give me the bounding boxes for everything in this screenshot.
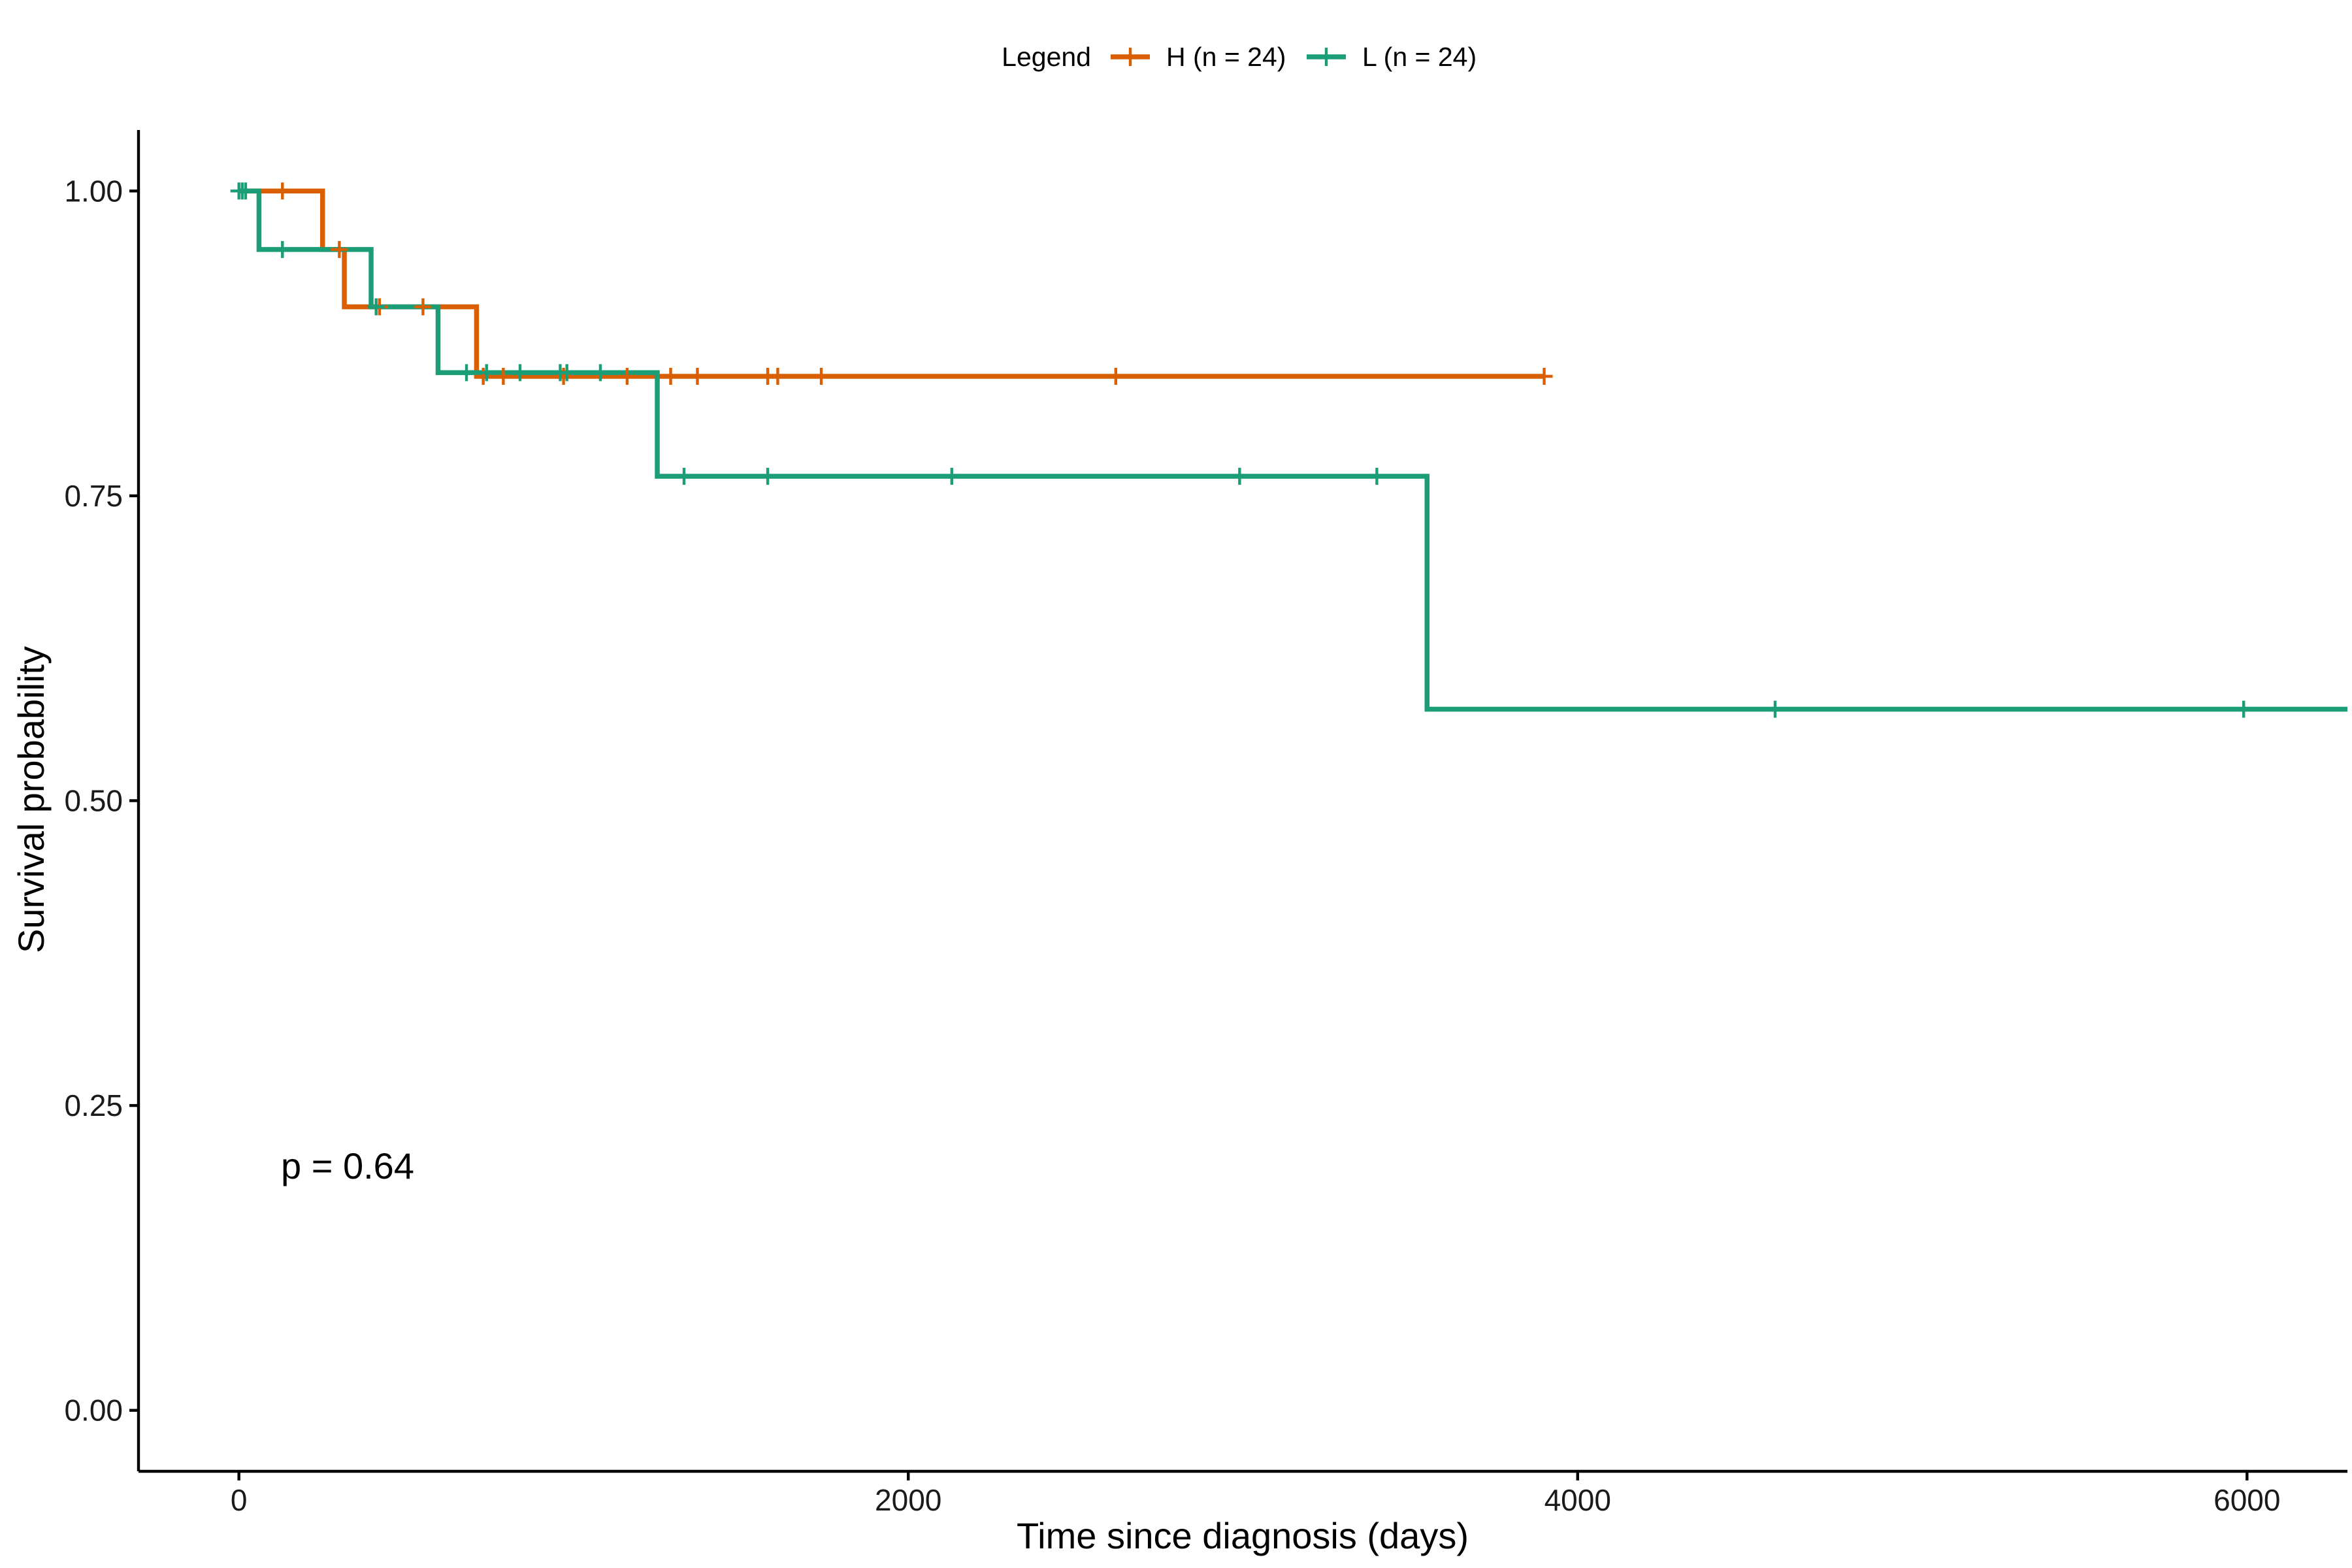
- y-axis-title: Survival probability: [10, 646, 52, 953]
- censor-mark: [478, 364, 495, 382]
- axes: 0.00 0.25 0.50 0.75 1.00 0 2000 4000 6000: [64, 130, 2347, 1517]
- survival-curve-l: [238, 188, 2347, 712]
- censor-mark: [414, 298, 432, 316]
- censor-mark: [237, 182, 254, 200]
- censor-mark: [274, 240, 291, 258]
- censor-mark: [943, 468, 960, 485]
- censor-mark: [558, 364, 576, 382]
- y-tick-label: 0.50: [64, 784, 123, 818]
- y-tick-label: 0.75: [64, 479, 123, 513]
- legend: Legend H (n = 24) L (n = 24): [1002, 42, 1477, 72]
- censor-mark: [662, 368, 679, 385]
- plot-area: [230, 182, 2347, 718]
- y-tick-label: 0.00: [64, 1394, 123, 1428]
- censor-mark: [1368, 468, 1386, 485]
- survival-curve-h: [238, 188, 1544, 379]
- legend-entry-label: H (n = 24): [1166, 42, 1286, 72]
- censor-mark: [495, 368, 512, 385]
- x-tick-label: 2000: [875, 1483, 941, 1517]
- y-tick-label: 1.00: [64, 174, 123, 208]
- censor-mark: [769, 368, 787, 385]
- censor-mark: [1107, 368, 1124, 385]
- censor-mark: [676, 468, 693, 485]
- censor-mark: [458, 364, 476, 382]
- x-tick-label: 0: [231, 1483, 248, 1517]
- censor-mark: [367, 298, 385, 316]
- censor-mark: [474, 368, 492, 385]
- censor-mark: [1231, 468, 1249, 485]
- p-value-annotation: p = 0.64: [281, 1145, 414, 1186]
- censor-mark: [331, 240, 348, 258]
- legend-title: Legend: [1002, 42, 1091, 72]
- censor-mark: [511, 364, 529, 382]
- censor-mark: [1767, 700, 1784, 718]
- censor-mark: [618, 368, 636, 385]
- x-tick-label: 6000: [2213, 1483, 2280, 1517]
- censor-mark: [1535, 368, 1553, 385]
- censor-mark: [555, 368, 572, 385]
- censor-mark: [689, 368, 706, 385]
- x-tick-label: 4000: [1544, 1483, 1611, 1517]
- censor-mark: [274, 182, 291, 200]
- censor-mark: [591, 364, 609, 382]
- censor-mark: [813, 368, 830, 385]
- legend-entry: L (n = 24): [1307, 42, 1477, 72]
- y-tick-label: 0.25: [64, 1088, 123, 1122]
- legend-entry: H (n = 24): [1111, 42, 1286, 72]
- x-axis-title: Time since diagnosis (days): [1017, 1515, 1469, 1556]
- censor-mark: [759, 468, 777, 485]
- legend-entry-label: L (n = 24): [1362, 42, 1477, 72]
- censor-mark: [2235, 700, 2253, 718]
